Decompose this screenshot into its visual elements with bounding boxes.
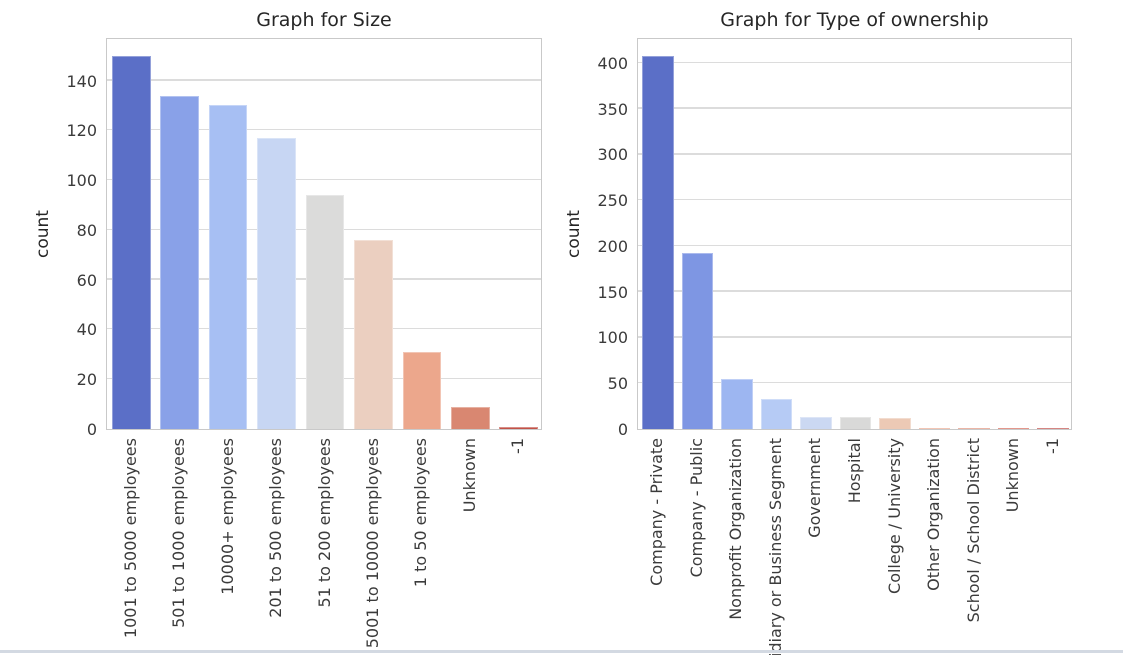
- bar-1: [681, 253, 714, 429]
- y-tick-label: 120: [66, 121, 97, 141]
- y-tick-label: 20: [76, 370, 97, 390]
- chart-title: Graph for Type of ownership: [720, 9, 989, 31]
- y-tick-label: 50: [607, 374, 628, 394]
- x-tick-label: Subsidiary or Business Segment: [765, 438, 785, 655]
- bar-6: [402, 351, 442, 429]
- gridline-y-150: [638, 290, 1071, 292]
- y-tick-label: 100: [597, 328, 628, 348]
- y-tick-label: 150: [597, 282, 628, 302]
- bar-10: [1037, 428, 1070, 429]
- x-tick-label: Unknown: [1003, 438, 1023, 513]
- gridline-y-350: [638, 107, 1071, 109]
- bar-3: [760, 398, 793, 429]
- x-tick-label: Other Organization: [924, 438, 944, 591]
- gridline-y-120: [107, 129, 541, 131]
- y-tick-label: 0: [617, 420, 628, 439]
- x-tick-label: College / University: [884, 438, 904, 594]
- window-edge-strip: [0, 650, 1123, 653]
- gridline-y-140: [107, 79, 541, 81]
- y-tick-label: 350: [597, 99, 628, 119]
- gridline-y-300: [638, 153, 1071, 155]
- bar-2: [721, 378, 753, 429]
- plot-area: [106, 38, 542, 430]
- x-tick-label: School / School District: [963, 438, 983, 623]
- y-tick-label: 60: [76, 270, 97, 290]
- bar-8: [499, 426, 539, 429]
- y-tick-label: 100: [66, 171, 97, 191]
- x-tick-label: Company - Private: [647, 438, 667, 586]
- bar-0: [111, 55, 151, 429]
- y-tick-label: 0: [86, 420, 97, 439]
- plot-area: [637, 38, 1072, 430]
- bar-0: [641, 55, 674, 429]
- bar-5: [354, 239, 393, 429]
- gridline-y-100: [107, 178, 541, 181]
- gridline-y-50: [638, 381, 1071, 384]
- bar-9: [997, 428, 1030, 429]
- x-tick-label: Hospital: [845, 438, 864, 504]
- bar-4: [800, 417, 832, 429]
- y-tick-label: 250: [597, 191, 628, 211]
- gridline-y-400: [638, 61, 1071, 63]
- bar-2: [208, 105, 248, 429]
- gridline-y-100: [638, 336, 1071, 338]
- x-tick-label: Government: [805, 438, 825, 538]
- y-tick-label: 40: [76, 320, 97, 340]
- bar-4: [305, 195, 345, 429]
- bar-3: [257, 137, 296, 429]
- bar-7: [450, 406, 490, 429]
- gridline-y-200: [638, 244, 1071, 246]
- y-tick-label: 140: [66, 71, 97, 91]
- bar-7: [918, 428, 951, 429]
- bar-8: [958, 428, 990, 429]
- chart-title: Graph for Size: [256, 9, 392, 31]
- x-tick-label: Company - Public: [686, 438, 706, 578]
- bar-1: [160, 95, 200, 429]
- x-tick-label: -1: [1042, 438, 1062, 454]
- y-tick-label: 80: [76, 220, 97, 240]
- y-tick-label: 400: [597, 53, 628, 73]
- gridline-y-250: [638, 198, 1071, 201]
- y-tick-label: 300: [597, 145, 628, 165]
- bar-6: [879, 418, 911, 429]
- x-tick-label: Nonprofit Organization: [726, 438, 746, 620]
- y-tick-label: 200: [597, 236, 628, 256]
- bar-5: [839, 417, 872, 429]
